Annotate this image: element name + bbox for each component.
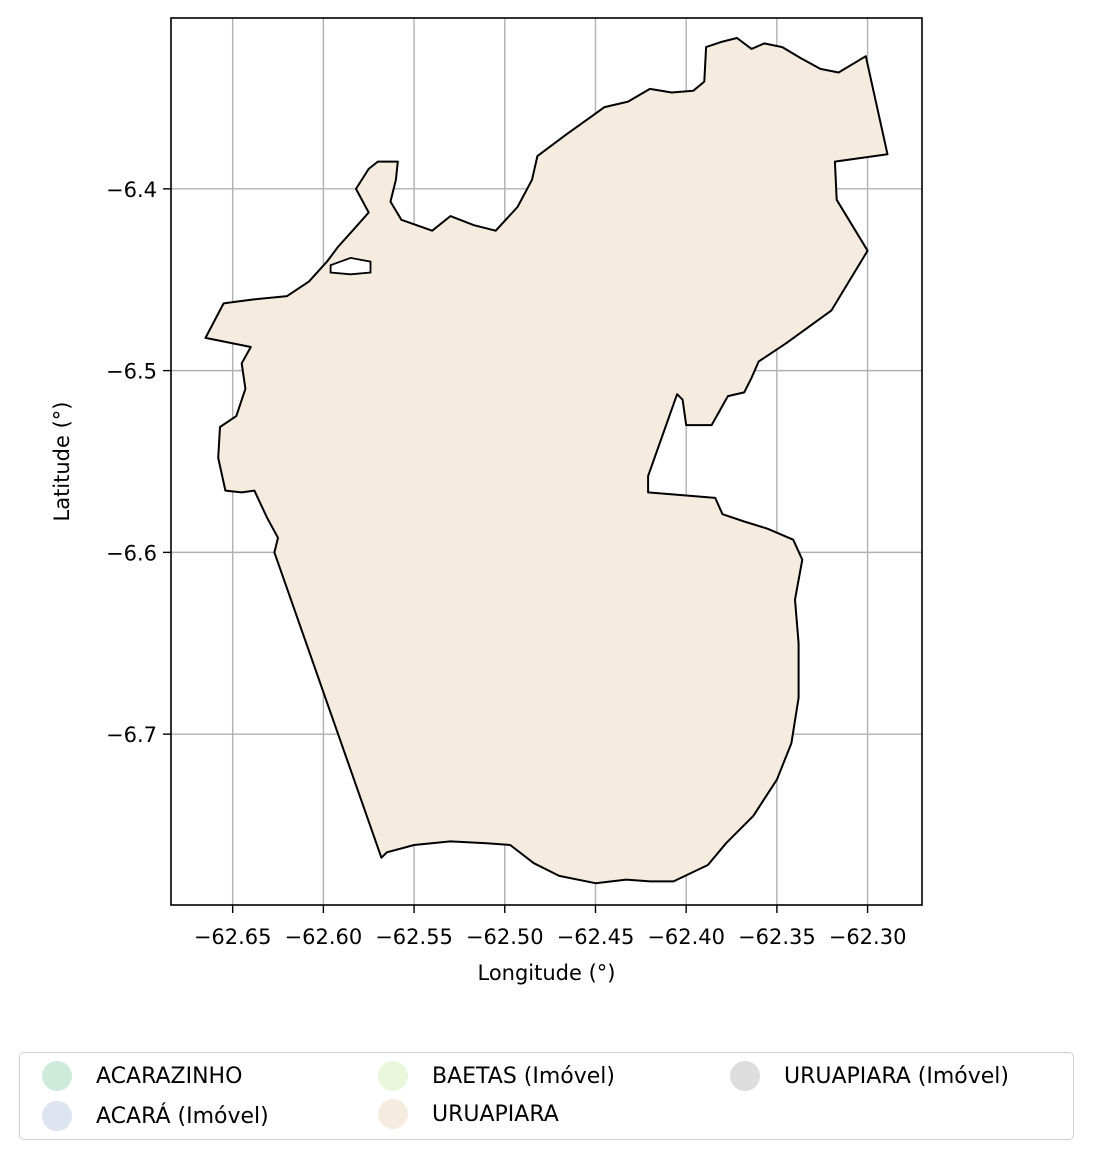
legend-item-uruapiara-imovel: URUAPIARA (Imóvel) <box>730 1061 1009 1091</box>
x-tick-label: −62.60 <box>285 925 363 949</box>
legend: ACARAZINHO ACARÁ (Imóvel) BAETAS (Imóvel… <box>19 1052 1074 1140</box>
uruapiara-polygon <box>204 37 889 885</box>
x-tick-label: −62.35 <box>738 925 816 949</box>
legend-item-acara-imovel: ACARÁ (Imóvel) <box>42 1101 269 1131</box>
legend-item-baetas-imovel: BAETAS (Imóvel) <box>378 1061 615 1091</box>
legend-label: ACARÁ (Imóvel) <box>96 1103 269 1129</box>
legend-item-acarazinho: ACARAZINHO <box>42 1061 242 1091</box>
legend-swatch <box>378 1061 408 1091</box>
y-tick-label: −6.6 <box>106 541 157 565</box>
river-island <box>329 256 372 276</box>
legend-swatch <box>730 1061 760 1091</box>
x-tick-label: −62.65 <box>194 925 272 949</box>
x-tick-label: −62.30 <box>829 925 907 949</box>
legend-label: URUAPIARA (Imóvel) <box>784 1063 1009 1089</box>
legend-swatch <box>42 1101 72 1131</box>
legend-label: ACARAZINHO <box>96 1063 243 1089</box>
x-tick-label: −62.50 <box>466 925 544 949</box>
plot-frame <box>170 17 923 906</box>
legend-swatch <box>378 1099 408 1129</box>
legend-swatch <box>42 1061 72 1091</box>
x-tick-label: −62.40 <box>647 925 725 949</box>
y-tick-label: −6.4 <box>106 178 157 202</box>
y-tick-label: −6.7 <box>106 723 157 747</box>
legend-label: BAETAS (Imóvel) <box>432 1063 615 1089</box>
x-tick-label: −62.55 <box>375 925 453 949</box>
legend-item-uruapiara: URUAPIARA <box>378 1099 559 1129</box>
legend-label: URUAPIARA <box>432 1101 559 1127</box>
y-tick-label: −6.5 <box>106 360 157 384</box>
axis-ticks: −62.65 −62.60 −62.55 −62.50 −62.45 −62.40 −62.… <box>106 178 906 949</box>
x-tick-label: −62.45 <box>557 925 635 949</box>
municipality-region <box>204 37 889 885</box>
y-axis-label: Latitude (°) <box>50 402 74 522</box>
x-axis-label: Longitude (°) <box>477 961 615 985</box>
